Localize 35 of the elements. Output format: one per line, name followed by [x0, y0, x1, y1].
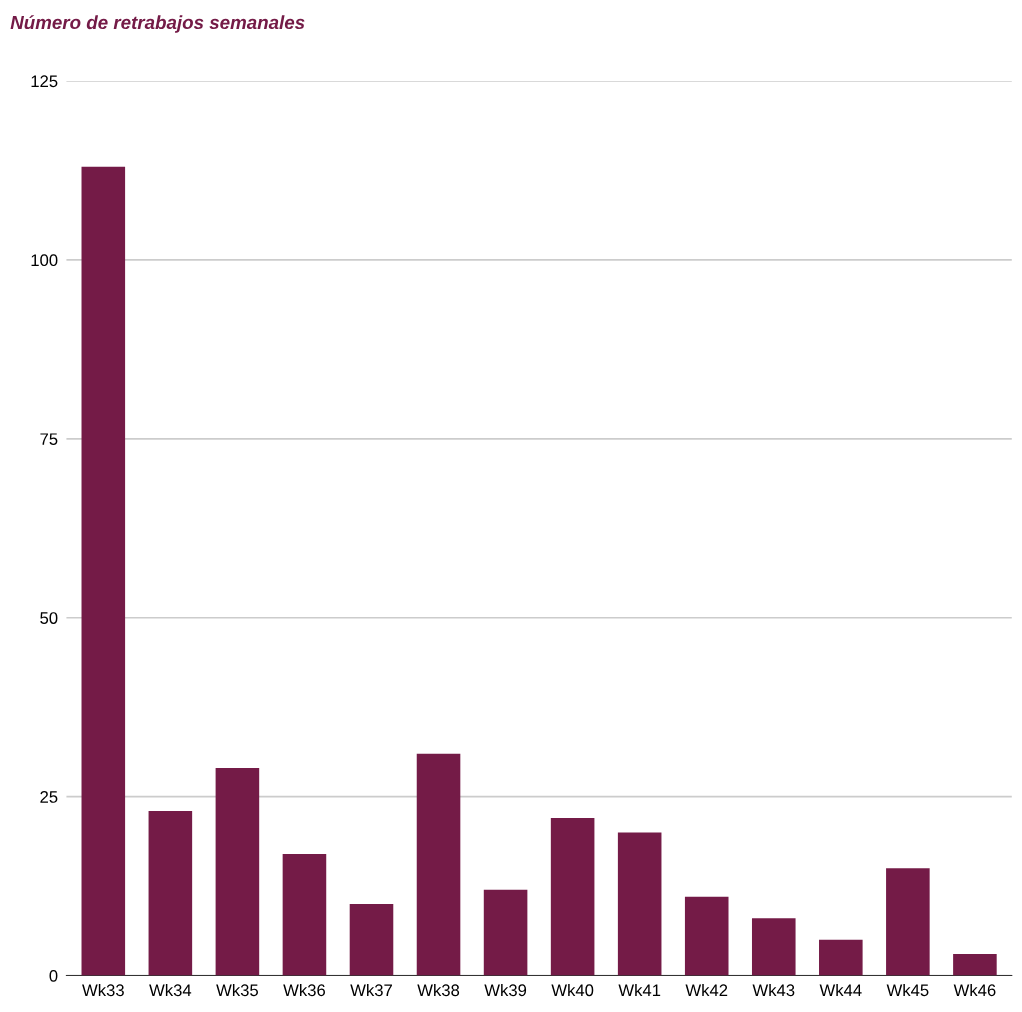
bar	[550, 818, 595, 976]
x-tick-label: Wk46	[953, 983, 996, 997]
x-tick-label: Wk33	[82, 983, 124, 997]
y-tick-label: 125	[31, 75, 58, 88]
bar	[953, 954, 997, 976]
bar	[483, 889, 528, 976]
x-tick-label: Wk38	[417, 983, 460, 997]
x-tick-label: Wk40	[551, 983, 594, 997]
y-tick-label: 25	[40, 791, 58, 803]
bar	[617, 832, 662, 976]
bar	[215, 768, 260, 976]
x-tick-label: Wk45	[886, 983, 929, 997]
x-tick-label: Wk43	[752, 983, 795, 997]
x-tick-label: Wk35	[216, 983, 258, 997]
bar	[886, 868, 930, 976]
bar	[282, 853, 327, 976]
bar	[81, 166, 126, 976]
bar	[684, 896, 729, 976]
y-tick-label: 75	[40, 433, 58, 446]
chart-title: Número de retrabajos semanales	[10, 15, 305, 33]
y-tick-label: 0	[49, 969, 58, 982]
bar	[819, 939, 863, 976]
x-tick-label: Wk34	[149, 983, 192, 997]
bar	[349, 904, 394, 976]
x-tick-label: Wk41	[618, 983, 661, 996]
bar	[751, 918, 796, 976]
y-tick-label: 100	[31, 254, 58, 267]
bar	[416, 753, 461, 976]
x-tick-label: Wk44	[819, 983, 862, 996]
x-tick-label: Wk37	[350, 983, 392, 997]
x-tick-label: Wk36	[283, 983, 326, 997]
x-tick-label: Wk39	[484, 983, 527, 997]
x-tick-label: Wk42	[685, 983, 728, 996]
y-tick-label: 50	[40, 612, 58, 624]
bar	[148, 810, 193, 976]
